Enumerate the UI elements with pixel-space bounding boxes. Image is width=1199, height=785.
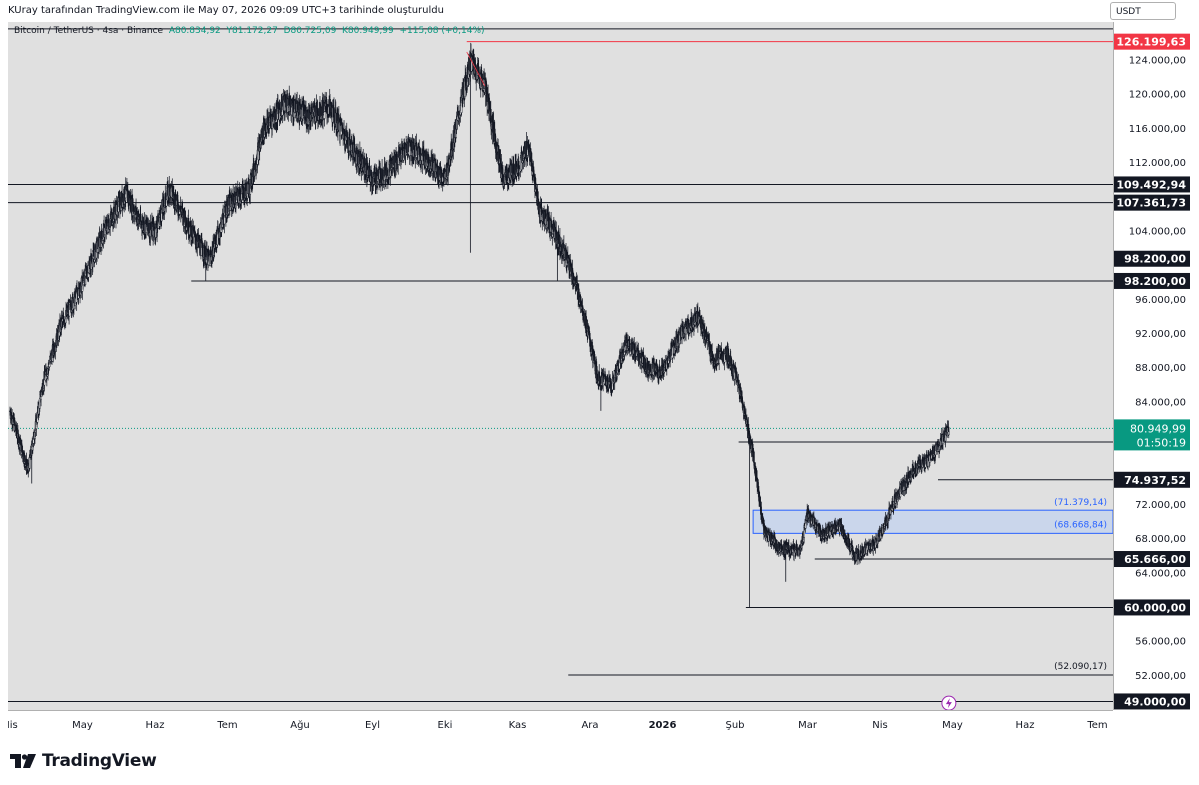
candle-up [323,111,326,119]
candle-up [40,396,42,401]
level-mask [8,441,739,444]
level-mask [8,279,192,282]
price-chart-svg[interactable]: (71.379,14) (68.668,84) (52.090,17) [8,22,1113,710]
zone-label-top: (71.379,14) [1054,498,1107,508]
level-mask [8,478,938,481]
level-mask [8,606,746,609]
chart-caption: KUray tarafından TradingView.com ile May… [8,5,444,16]
level-mask [8,558,815,561]
zone-label-bottom: (68.668,84) [1054,520,1107,530]
chart-container[interactable]: (71.379,14) (68.668,84) (52.090,17) Bitcoi… [2,22,1190,739]
candle-down [487,94,490,102]
level-annotation: (52.090,17) [1054,662,1107,672]
plot-area[interactable]: (71.379,14) (68.668,84) (52.090,17) Bitcoi… [8,22,1113,710]
level-mask [8,40,467,43]
candles [9,42,950,608]
